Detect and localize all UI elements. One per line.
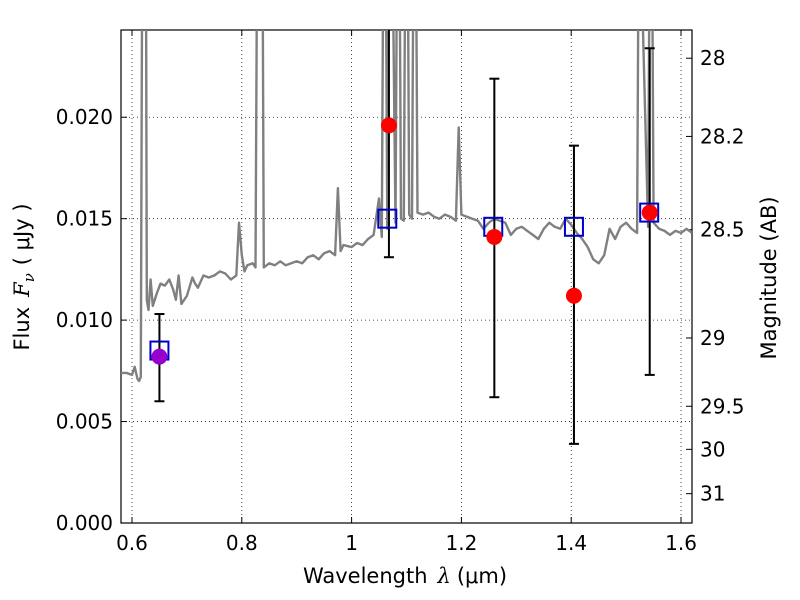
model-square-marker xyxy=(377,208,398,229)
x-tick-label: 1.6 xyxy=(665,531,697,555)
x-tick-label: 0.6 xyxy=(116,531,148,555)
observed-circle-marker xyxy=(380,117,397,134)
y-tick-label: 0.000 xyxy=(56,511,113,535)
template-spectrum-line xyxy=(121,30,692,383)
y-tick-label: 0.020 xyxy=(56,105,113,129)
y-tick-label: 0.015 xyxy=(56,207,113,231)
y-tick-label: 0.005 xyxy=(56,410,113,434)
y2-tick-label: 28.5 xyxy=(700,218,745,242)
observed-circle-marker xyxy=(565,287,582,304)
model-square-marker xyxy=(639,202,660,223)
x-tick-label: 1.2 xyxy=(445,531,477,555)
y-tick-label: 0.010 xyxy=(56,308,113,332)
observed-circle-marker xyxy=(641,204,658,221)
observed-circle-marker xyxy=(151,348,168,365)
axes-layer: 0.6 0.8 1 1.2 1.4 1.6 0.000 0.005 0.010 0.015 0.02… xyxy=(56,29,745,555)
x-tick-label: 1 xyxy=(345,531,358,555)
x-axis-label: Wavelength λ (μm) xyxy=(303,564,507,588)
y2-tick-label: 29 xyxy=(700,326,725,350)
y2-tick-label: 29.5 xyxy=(700,394,745,418)
model-square-marker xyxy=(563,216,584,237)
x-tick-label: 1.4 xyxy=(555,531,587,555)
plot-area xyxy=(121,30,692,445)
observed-circle-marker xyxy=(486,228,503,245)
y-axis-label: FluxFν( μJy ) xyxy=(10,203,38,350)
y2-tick-label: 30 xyxy=(700,437,725,461)
y2-tick-label: 31 xyxy=(700,482,725,506)
plot-frame xyxy=(120,29,693,524)
y2-tick-label: 28 xyxy=(700,46,725,70)
y2-axis-label: Magnitude (AB) xyxy=(757,196,781,359)
y2-tick-label: 28.2 xyxy=(700,124,745,148)
x-tick-label: 0.8 xyxy=(226,531,258,555)
